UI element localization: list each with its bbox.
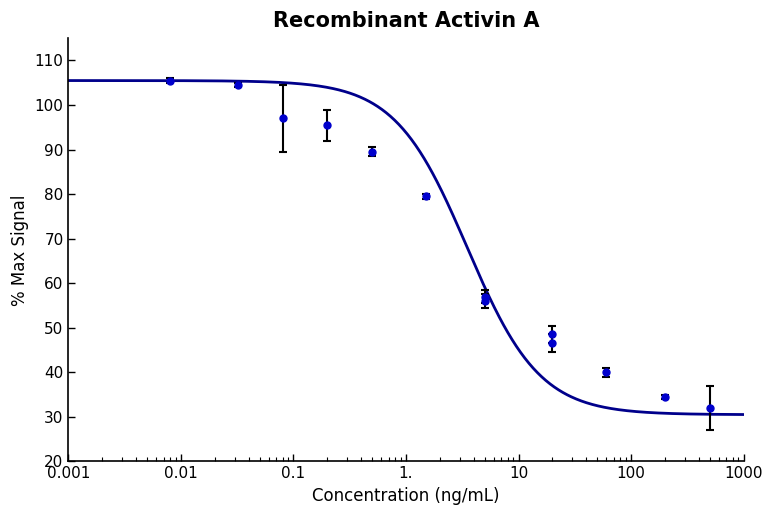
Title: Recombinant Activin A: Recombinant Activin A [272,11,539,31]
Y-axis label: % Max Signal: % Max Signal [11,194,29,305]
X-axis label: Concentration (ng/mL): Concentration (ng/mL) [312,487,500,505]
